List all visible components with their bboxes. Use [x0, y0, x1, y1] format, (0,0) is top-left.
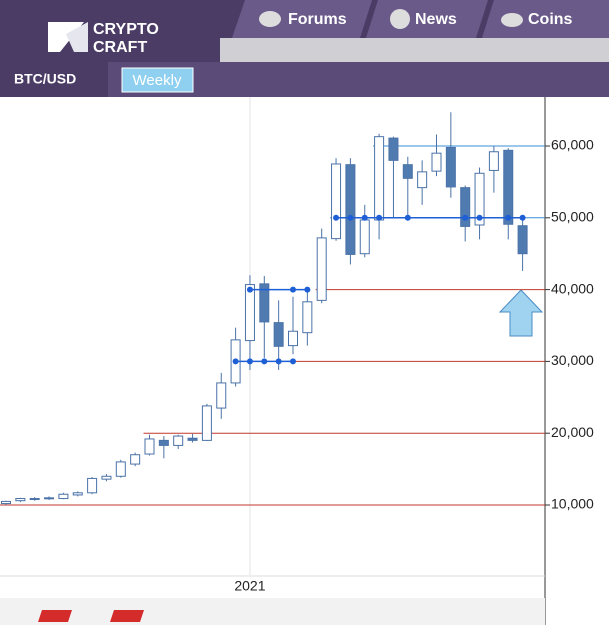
up-arrow [498, 289, 544, 337]
timeframe-button[interactable] [121, 67, 194, 93]
marker-dot [246, 286, 253, 293]
candle-body [101, 475, 112, 480]
candle-body [15, 498, 26, 502]
candle-body [173, 435, 184, 446]
candle-body [244, 284, 255, 342]
candle-body [273, 322, 284, 347]
marker-dot [519, 214, 526, 221]
candle-body [216, 382, 227, 409]
candle-body [503, 149, 514, 225]
logo-text: CRYPTO [93, 21, 159, 38]
candle-body [331, 163, 342, 240]
symbol-box [0, 62, 108, 97]
y-tick-label: 20,000 [551, 424, 594, 440]
marker-dot [404, 214, 411, 221]
tab[interactable] [482, 0, 609, 38]
candle-body [288, 330, 298, 347]
candle-body [259, 283, 270, 323]
marker-dot [361, 214, 368, 221]
marker-dot [476, 214, 483, 221]
candle-body [144, 438, 155, 455]
tab-icon [390, 9, 410, 29]
x-tick-label: 2021 [234, 578, 265, 594]
timeframe[interactable]: Weekly [133, 72, 182, 89]
candle-body [345, 164, 356, 255]
tab-label[interactable]: Forums [288, 11, 347, 28]
event-strip [0, 598, 545, 625]
event-icon[interactable] [38, 610, 72, 622]
marker-dot [304, 286, 311, 293]
candle-body [431, 152, 442, 172]
candle-body [417, 171, 428, 189]
tab-label[interactable]: News [415, 11, 457, 28]
y-tick-label: 60,000 [551, 137, 594, 153]
event-icon[interactable] [110, 610, 144, 622]
candle-body [29, 498, 40, 501]
marker-dot [261, 358, 268, 365]
candle-body [130, 454, 141, 465]
candle-body [187, 437, 198, 441]
candle-body [115, 461, 126, 477]
logo-mark [66, 22, 88, 52]
marker-dot [347, 214, 354, 221]
candle-body [474, 172, 485, 226]
y-tick-label: 40,000 [551, 280, 594, 296]
tab[interactable] [232, 0, 372, 38]
candle-body [1, 500, 11, 505]
candle-body [460, 187, 471, 227]
candle-body [44, 497, 55, 500]
tab-label[interactable]: Coins [528, 11, 573, 28]
candle-body [374, 136, 385, 221]
header-strip [220, 38, 609, 62]
tab-icon [501, 13, 523, 27]
marker-dot [505, 214, 512, 221]
y-tick-label: 30,000 [551, 352, 594, 368]
marker-dot [275, 358, 282, 365]
candle-body [388, 137, 399, 161]
candle-body [87, 477, 98, 494]
y-tick-label: 10,000 [551, 496, 594, 512]
marker-dot [290, 358, 296, 365]
marker-dot [462, 214, 469, 221]
marker-dot [376, 214, 383, 221]
marker-dot [246, 358, 253, 365]
candle-body [158, 439, 169, 446]
candle-body [316, 237, 327, 301]
tab[interactable] [366, 0, 488, 38]
marker-dot [290, 286, 296, 293]
candle-body [517, 225, 528, 255]
symbol[interactable]: BTC/USD [14, 71, 76, 87]
candle-body [359, 219, 370, 255]
candle-body [402, 164, 413, 179]
candle-body [58, 493, 69, 500]
marker-dot [232, 358, 239, 365]
candle-body [488, 151, 499, 171]
candle-body [302, 301, 313, 334]
logo-text: CRAFT [93, 39, 147, 56]
candle-body [445, 146, 456, 188]
candle-body [72, 492, 83, 496]
candle-body [201, 405, 212, 441]
y-tick-label: 50,000 [551, 209, 594, 225]
marker-dot [333, 214, 340, 221]
tab-icon [259, 11, 281, 27]
